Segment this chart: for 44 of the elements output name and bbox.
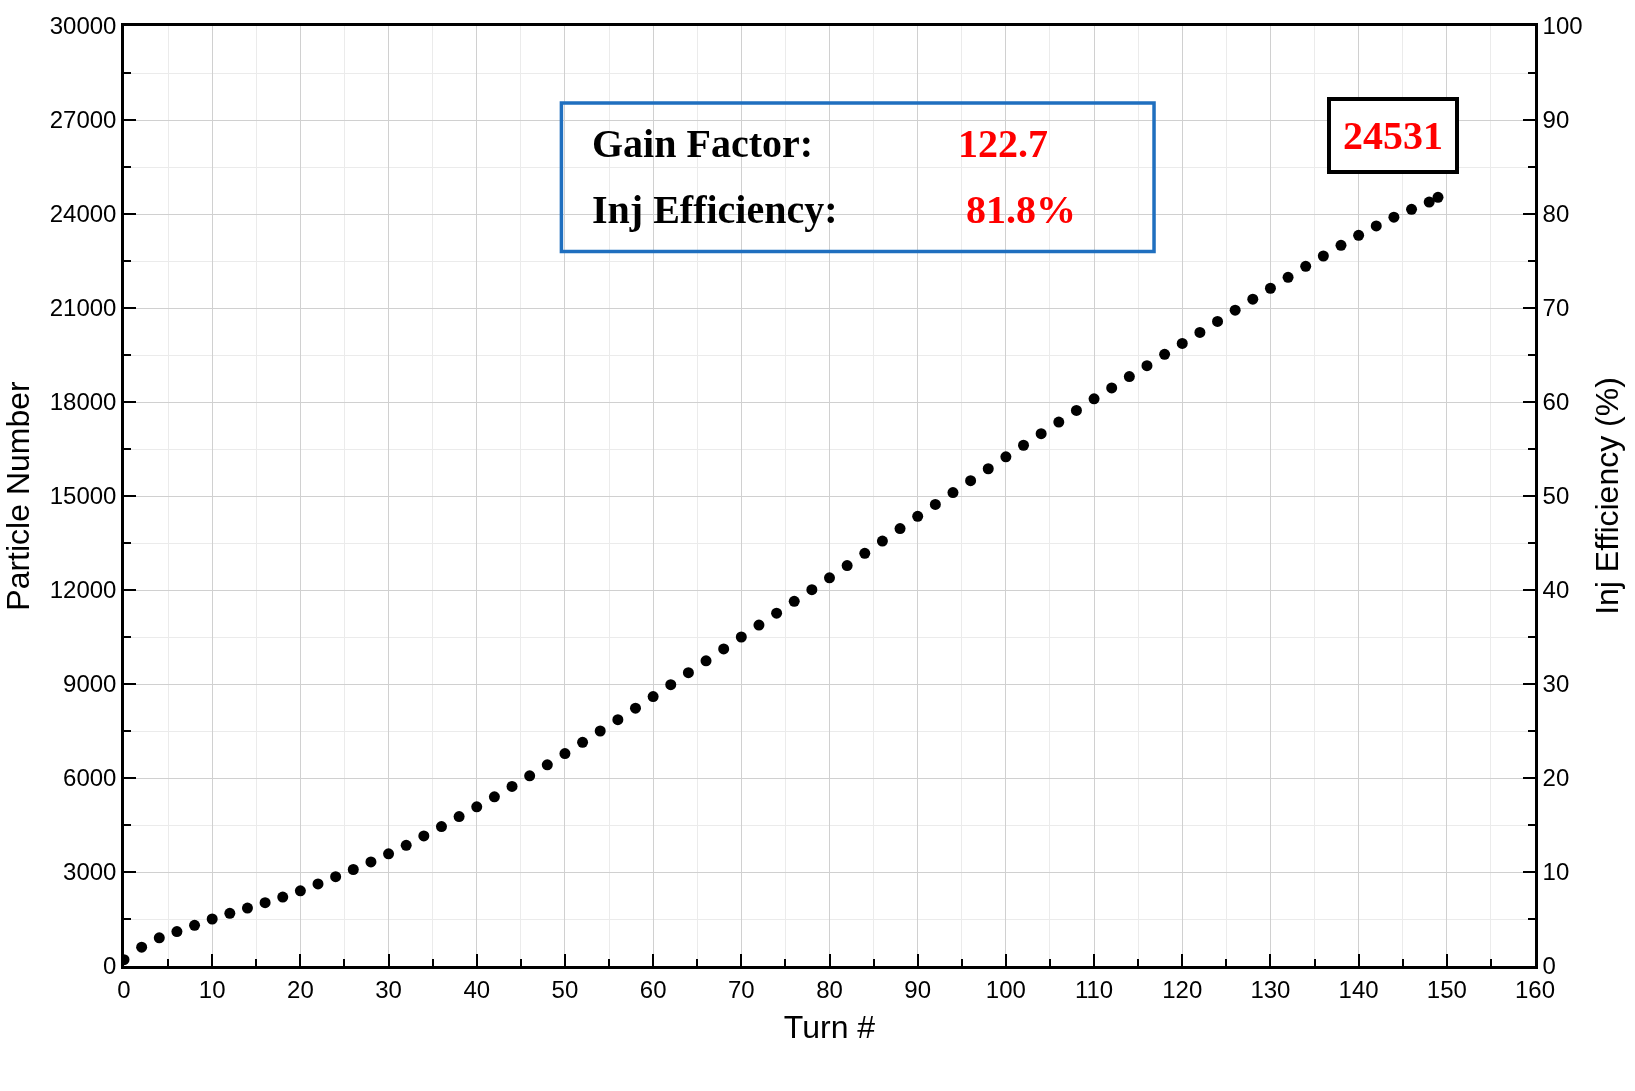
y2-tick-label: 40 (1542, 576, 1570, 604)
annotation: 81.8% (966, 187, 1076, 232)
x-tick-label: 50 (551, 975, 579, 1003)
x-axis-title: Turn # (783, 1009, 876, 1046)
x-tick-label: 40 (463, 975, 491, 1003)
x-tick-label: 110 (1074, 975, 1114, 1003)
y-axis-title: Particle Number (0, 380, 36, 611)
y2-tick-label: 70 (1542, 294, 1570, 322)
annotation: 24531 (1343, 113, 1443, 158)
annotation: 122.7 (958, 121, 1048, 166)
x-tick-label: 90 (904, 975, 932, 1003)
y2-tick-label: 60 (1542, 388, 1570, 416)
x-tick-label: 80 (816, 975, 843, 1003)
y-tick-label: 27000 (49, 106, 117, 134)
y2-tick-label: 50 (1542, 482, 1570, 510)
x-tick-label: 10 (198, 975, 226, 1003)
y2-axis-title: Inj Efficiency (%) (1589, 377, 1626, 615)
y-tick-label: 9000 (63, 670, 117, 698)
y-tick-label: 6000 (63, 764, 117, 792)
y2-tick-label: 10 (1542, 858, 1570, 886)
x-tick-label: 130 (1250, 975, 1291, 1003)
y-tick-label: 18000 (49, 388, 117, 416)
y2-tick-label: 90 (1542, 106, 1570, 134)
x-tick-label: 100 (985, 975, 1026, 1003)
x-tick-label: 120 (1162, 975, 1203, 1003)
y2-tick-label: 20 (1542, 764, 1570, 792)
x-tick-label: 140 (1338, 975, 1379, 1003)
y-tick-label: 15000 (49, 482, 117, 510)
x-tick-label: 150 (1426, 975, 1467, 1003)
y-tick-label: 12000 (49, 576, 117, 604)
y-tick-label: 3000 (63, 858, 117, 886)
y-tick-label: 0 (103, 952, 117, 980)
y2-tick-label: 80 (1542, 200, 1570, 228)
y-tick-label: 24000 (49, 200, 117, 228)
y2-tick-label: 100 (1542, 12, 1583, 40)
y-tick-label: 30000 (49, 12, 117, 40)
y-tick-label: 21000 (49, 294, 117, 322)
x-tick-label: 20 (287, 975, 314, 1003)
annotation: Inj Efficiency: (592, 187, 838, 232)
x-tick-label: 60 (639, 975, 667, 1003)
x-tick-label: 30 (375, 975, 402, 1003)
x-tick-label: 70 (727, 975, 755, 1003)
annotation: Gain Factor: (592, 121, 814, 166)
y2-tick-label: 30 (1542, 670, 1570, 698)
